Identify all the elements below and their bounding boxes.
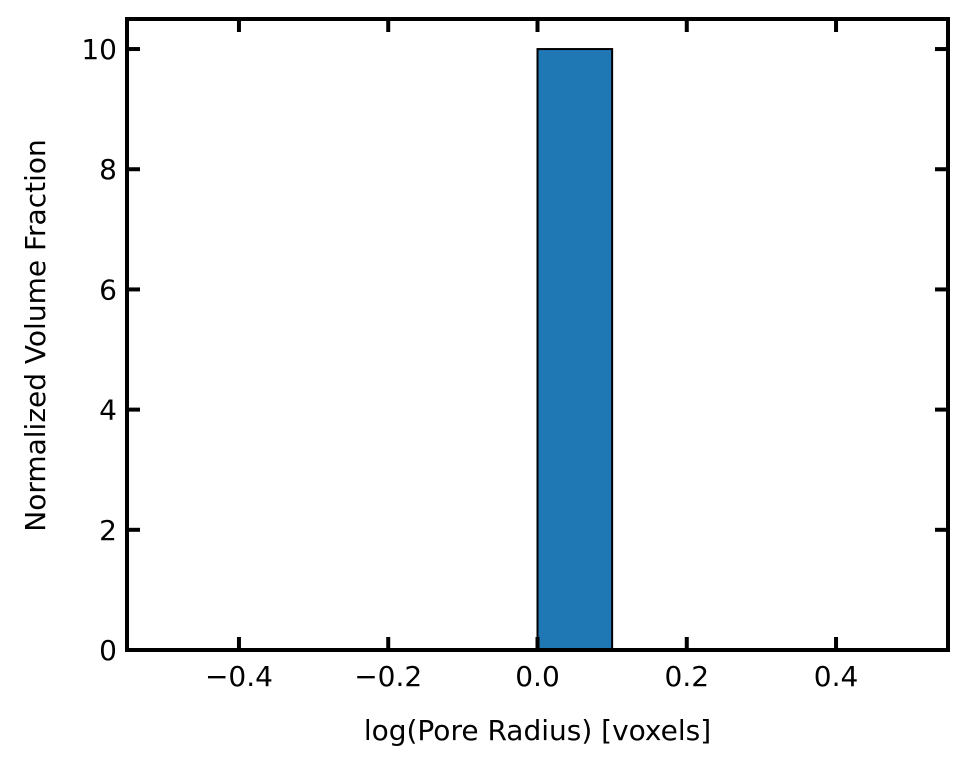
plot-frame bbox=[125, 17, 950, 652]
y-tick-label-5: 10 bbox=[81, 33, 117, 66]
x-tick-label-1: −0.2 bbox=[354, 660, 422, 693]
y-tick-label-3: 6 bbox=[99, 273, 117, 306]
y-axis-label: Normalized Volume Fraction bbox=[19, 139, 52, 532]
y-tick-label-1: 2 bbox=[99, 514, 117, 547]
x-tick-label-0: −0.4 bbox=[205, 660, 273, 693]
y-tick-label-0: 0 bbox=[99, 634, 117, 667]
histogram-bar-0 bbox=[536, 48, 614, 652]
x-tick-label-2: 0.0 bbox=[515, 660, 560, 693]
x-tick-label-4: 0.4 bbox=[814, 660, 859, 693]
tick-labels-layer: −0.4 −0.2 0.0 0.2 0.4 0 2 4 6 8 10 bbox=[81, 33, 858, 693]
y-tick-label-4: 8 bbox=[99, 153, 117, 186]
bars-layer bbox=[536, 48, 614, 652]
y-tick-label-2: 4 bbox=[99, 394, 117, 427]
x-axis-label: log(Pore Radius) [voxels] bbox=[364, 714, 711, 747]
x-tick-label-3: 0.2 bbox=[665, 660, 710, 693]
